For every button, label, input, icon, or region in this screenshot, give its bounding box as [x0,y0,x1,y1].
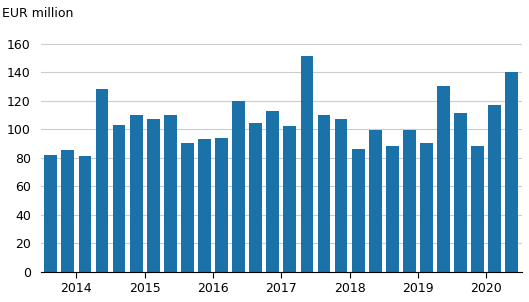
Bar [181,143,194,271]
Bar [369,130,381,271]
Bar [164,115,177,271]
Bar [113,125,125,271]
Bar [232,101,245,271]
Bar [249,123,262,271]
Bar [198,139,211,271]
Text: EUR million: EUR million [2,7,74,20]
Bar [352,149,364,271]
Bar [130,115,142,271]
Bar [335,119,348,271]
Bar [300,56,313,271]
Bar [44,155,57,271]
Bar [437,86,450,271]
Bar [267,111,279,271]
Bar [147,119,160,271]
Bar [215,138,228,271]
Bar [505,72,518,271]
Bar [78,156,92,271]
Bar [454,113,467,271]
Bar [471,146,484,271]
Bar [317,115,331,271]
Bar [488,105,501,271]
Bar [403,130,416,271]
Bar [61,150,74,271]
Bar [386,146,399,271]
Bar [420,143,433,271]
Bar [284,126,296,271]
Bar [96,89,108,271]
